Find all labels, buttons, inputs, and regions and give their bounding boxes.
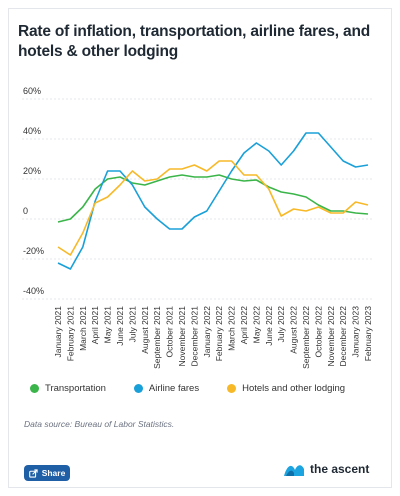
x-tick-label: January 2022 [202,306,212,358]
legend-swatch-airline-fares [133,383,143,393]
chart-card [8,8,392,488]
x-tick-label: November 2021 [177,306,187,367]
data-source-note: Data source: Bureau of Labor Statistics. [24,419,175,429]
x-tick-label: November 2022 [326,306,336,367]
x-tick-label: September 2021 [152,306,162,369]
legend-item-airline-fares: Airline fares [133,382,200,394]
x-tick-label: August 2022 [289,306,299,354]
x-tick-label: January 2023 [351,306,361,358]
y-axis-ticks: 60% 40% 20% 0 -20% -40% [23,86,44,296]
x-tick-label: June 2021 [115,306,125,346]
line-chart: 60%40%20%0-20%-40% January 2021 February … [22,86,373,369]
x-tick-label: July 2021 [127,306,137,343]
y-tick-label: -20% [23,246,44,256]
gridlines [22,98,372,300]
legend-item-transportation: Transportation [30,383,106,394]
x-tick-label: July 2022 [276,306,286,343]
legend-label-airline-fares: Airline fares [148,382,200,394]
x-tick-label: October 2021 [165,306,175,358]
x-tick-label: March 2021 [78,306,88,351]
chart-title: Rate of inflation, transportation, airli… [18,23,370,60]
x-tick-label: December 2022 [338,306,348,367]
legend-label-hotels: Hotels and other lodging [242,382,346,394]
x-tick-label: June 2022 [264,306,274,346]
series-line-hotels-and-other-lodging [57,160,369,256]
y-tick-label: 20% [23,166,41,176]
x-tick-label: September 2022 [301,306,311,369]
share-button-label: Share [41,468,66,478]
y-tick-label: -40% [23,286,44,296]
x-axis-ticks: January 2021 February 2021 March 2021 April… [53,306,373,369]
series-line-transportation [57,174,369,223]
y-tick-label: 0 [23,206,28,216]
brand-name: the ascent [310,462,370,476]
series-line-airline-fares [57,132,369,270]
y-tick-label: 40% [23,126,41,136]
x-tick-label: January 2021 [53,306,63,358]
x-tick-label: August 2021 [140,306,150,354]
x-tick-label: March 2022 [227,306,237,351]
legend-label-transportation: Transportation [45,382,106,394]
legend-swatch-hotels [227,383,237,393]
legend-item-hotels: Hotels and other lodging [227,383,345,394]
y-tick-label: 60% [23,86,41,96]
share-button[interactable]: Share [24,465,70,481]
wave-logo-icon [284,465,304,476]
x-tick-label: December 2021 [189,306,199,367]
x-tick-label: February 2022 [214,306,224,362]
legend-swatch-transportation [30,383,39,393]
x-tick-label: May 2021 [103,306,113,344]
series-lines [57,132,369,270]
x-tick-label: May 2022 [251,306,261,344]
x-tick-label: February 2023 [363,306,373,362]
x-tick-label: October 2022 [313,306,323,358]
x-tick-label: April 2021 [90,306,100,345]
x-tick-label: April 2022 [239,306,249,345]
brand-logo[interactable]: the ascent [283,461,369,477]
share-icon [28,468,38,478]
x-tick-label: February 2021 [65,306,75,362]
chart-legend: Transportation Airline fares Hotels and … [30,381,373,395]
